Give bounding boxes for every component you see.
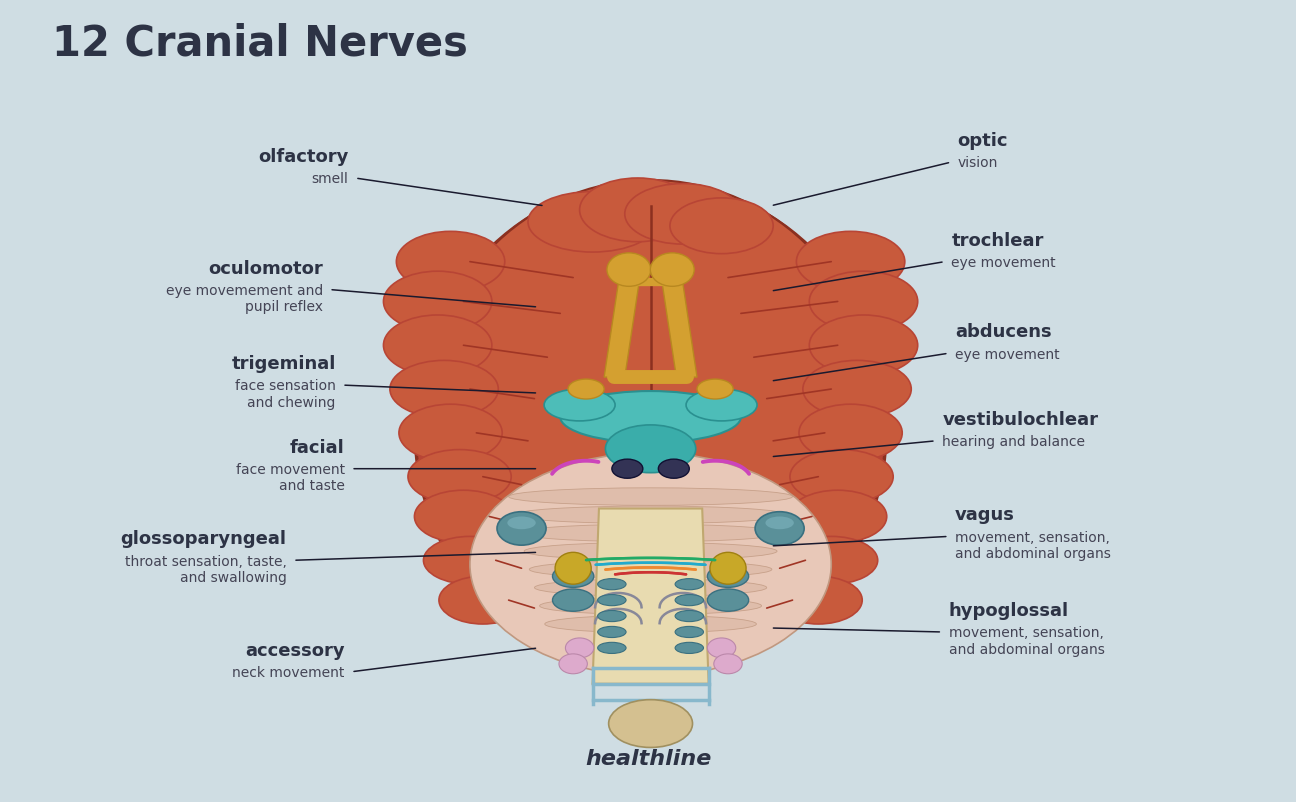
Text: olfactory: olfactory (258, 148, 349, 166)
Ellipse shape (568, 379, 604, 399)
Ellipse shape (498, 512, 546, 545)
Ellipse shape (714, 654, 743, 674)
Circle shape (612, 459, 643, 478)
Text: vestibulochlear: vestibulochlear (942, 411, 1098, 429)
Ellipse shape (408, 450, 511, 504)
Ellipse shape (675, 626, 704, 638)
Ellipse shape (415, 490, 512, 543)
Ellipse shape (524, 542, 778, 560)
Ellipse shape (605, 425, 696, 472)
Text: movement, sensation,
and abdominal organs: movement, sensation, and abdominal organ… (955, 531, 1111, 561)
Text: 12 Cranial Nerves: 12 Cranial Nerves (52, 22, 468, 65)
Ellipse shape (597, 610, 626, 622)
Ellipse shape (802, 360, 911, 418)
Ellipse shape (544, 389, 616, 421)
Ellipse shape (710, 553, 746, 584)
Text: eye movement: eye movement (951, 256, 1056, 270)
Text: glossoparyngeal: glossoparyngeal (121, 530, 286, 549)
Ellipse shape (789, 490, 886, 543)
Ellipse shape (399, 404, 502, 461)
Text: facial: facial (290, 439, 345, 457)
Text: hypoglossal: hypoglossal (949, 602, 1069, 620)
Text: eye movemement and
pupil reflex: eye movemement and pupil reflex (166, 284, 323, 314)
Text: hearing and balance: hearing and balance (942, 435, 1085, 449)
Text: eye movement: eye movement (955, 347, 1060, 362)
Ellipse shape (798, 404, 902, 461)
Ellipse shape (756, 512, 804, 545)
Ellipse shape (513, 506, 788, 524)
Ellipse shape (675, 642, 704, 654)
Ellipse shape (809, 315, 918, 375)
Polygon shape (592, 508, 709, 684)
Ellipse shape (559, 654, 587, 674)
Ellipse shape (625, 184, 741, 244)
Ellipse shape (415, 182, 886, 676)
Ellipse shape (708, 565, 749, 587)
Ellipse shape (555, 553, 591, 584)
Text: face movement
and taste: face movement and taste (236, 463, 345, 493)
Ellipse shape (560, 391, 741, 443)
Circle shape (658, 459, 689, 478)
Text: optic: optic (958, 132, 1008, 150)
Ellipse shape (597, 578, 626, 589)
Ellipse shape (597, 594, 626, 606)
Ellipse shape (390, 360, 498, 418)
Ellipse shape (552, 565, 594, 587)
Ellipse shape (565, 638, 594, 658)
Ellipse shape (670, 198, 774, 253)
Ellipse shape (697, 379, 734, 399)
Ellipse shape (597, 626, 626, 638)
Ellipse shape (470, 453, 831, 676)
Ellipse shape (708, 638, 736, 658)
Ellipse shape (544, 615, 757, 633)
Ellipse shape (708, 589, 749, 611)
Ellipse shape (597, 642, 626, 654)
Text: face sensation
and chewing: face sensation and chewing (235, 379, 336, 410)
Text: neck movement: neck movement (232, 666, 345, 680)
Text: oculomotor: oculomotor (209, 260, 323, 277)
Polygon shape (662, 282, 697, 377)
Text: throat sensation, taste,
and swallowing: throat sensation, taste, and swallowing (124, 555, 286, 585)
Ellipse shape (539, 597, 762, 614)
Ellipse shape (675, 610, 704, 622)
Text: movement, sensation,
and abdominal organs: movement, sensation, and abdominal organ… (949, 626, 1104, 657)
Ellipse shape (766, 516, 794, 529)
Ellipse shape (529, 561, 772, 578)
Ellipse shape (552, 589, 594, 611)
Ellipse shape (675, 578, 704, 589)
Ellipse shape (651, 253, 695, 286)
Ellipse shape (785, 537, 877, 584)
Ellipse shape (384, 315, 492, 375)
Ellipse shape (775, 576, 862, 624)
Text: vision: vision (958, 156, 998, 171)
Text: trigeminal: trigeminal (232, 355, 336, 373)
Text: healthline: healthline (584, 749, 712, 769)
Ellipse shape (607, 253, 651, 286)
Ellipse shape (809, 271, 918, 332)
Text: vagus: vagus (955, 506, 1015, 525)
Ellipse shape (609, 699, 692, 747)
Polygon shape (604, 282, 639, 377)
Ellipse shape (439, 576, 526, 624)
Text: accessory: accessory (245, 642, 345, 660)
Ellipse shape (518, 525, 783, 541)
Ellipse shape (397, 231, 504, 292)
Ellipse shape (791, 450, 893, 504)
Text: trochlear: trochlear (951, 232, 1043, 249)
Ellipse shape (797, 231, 905, 292)
Ellipse shape (675, 594, 704, 606)
Ellipse shape (421, 180, 880, 662)
Ellipse shape (508, 488, 793, 505)
Ellipse shape (507, 516, 535, 529)
Text: smell: smell (312, 172, 349, 186)
Text: abducens: abducens (955, 323, 1052, 342)
Ellipse shape (579, 178, 696, 241)
Ellipse shape (384, 271, 492, 332)
Ellipse shape (424, 537, 516, 584)
Ellipse shape (686, 389, 757, 421)
Ellipse shape (534, 579, 767, 597)
Ellipse shape (527, 192, 657, 252)
